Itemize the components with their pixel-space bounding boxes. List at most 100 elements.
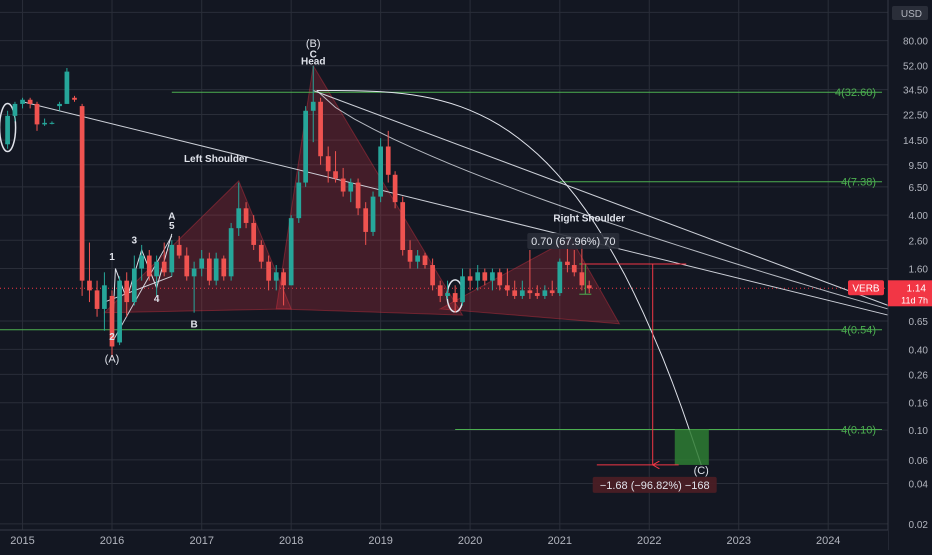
candle-body [146,255,152,277]
time-tick-label: 2022 [637,535,661,547]
wave-channel-top [111,235,173,343]
price-tick-label: 0.26 [909,370,929,381]
candle-body [154,261,159,277]
candle-body [228,228,234,277]
candle-body [445,293,450,296]
candle-body [251,222,257,245]
level-label: 4(0.10) [841,425,876,437]
projection-box [674,429,709,465]
candle-body [169,244,175,273]
time-tick-label: 2016 [100,535,124,547]
candle-body [109,295,115,347]
candle-body [340,178,346,192]
candles [5,65,709,465]
parabolic-curve [316,89,702,466]
candle-body [490,272,495,281]
measure-down-badge [592,476,717,493]
candle-body [452,293,458,303]
candle-body [392,174,398,203]
candle-body [505,285,510,291]
candle-body [94,290,100,309]
wave-label: Left Shoulder [184,154,249,165]
level-label: 4(32.60) [835,87,876,99]
price-tick-label: 0.65 [909,317,929,328]
candle-body [318,101,323,157]
measure-up-badge [527,232,620,249]
candle-body [482,272,488,281]
price-tick-label: 22.50 [903,111,928,122]
candle-body [72,97,77,100]
price-tick-label: 0.16 [909,399,929,410]
candle-body [102,285,107,309]
candle-body [310,101,316,111]
price-tick-label: 4.00 [909,211,929,222]
candle-body [281,272,286,286]
candle-body [363,208,369,232]
fib-levels: 4(32.60) 4(7.38) 4(0.54) 4(0.10) [0,87,888,437]
price-tick-label: 0.10 [909,426,929,437]
wave-label: B [191,320,198,331]
time-tick-label: 2019 [368,535,392,547]
candle-body [475,272,481,281]
candle-body [370,196,376,232]
candle-body [236,208,242,229]
candle-body [34,103,40,125]
measure-tools: 0.70 (67.96%) 70 −1.68 (−96.82%) −168 [527,232,717,493]
measure-up-label: 0.70 (67.96%) 70 [531,236,615,248]
time-tick-label: 2018 [279,535,303,547]
candle-body [288,218,294,286]
candle-body [5,115,10,145]
wave-label: Right Shoulder [553,213,625,224]
candle-body [355,182,361,209]
price-tick-label: 0.04 [909,479,929,490]
time-axis[interactable]: 2015 2016 2017 2018 2019 2020 2021 2022 2023 2024 [0,529,888,550]
candle-body [243,208,249,223]
candle-body [124,280,130,303]
wave-label: A [168,212,175,223]
candle-body [348,182,354,192]
level-label: 4(0.54) [841,325,876,337]
price-tick-label: 80.00 [903,37,928,48]
candle-body [333,171,338,179]
candle-body [12,103,18,116]
symbol-badge [848,280,884,296]
symbol-label: VERB [852,283,880,294]
price-tick-label: 2.60 [909,236,929,247]
time-tick-label: 2023 [726,535,750,547]
upper-curve [316,90,889,310]
candle-body [296,182,302,219]
price-tick-label: 6.50 [909,183,929,194]
candle-body [519,290,525,296]
time-tick-label: 2017 [189,535,213,547]
candle-body [266,261,271,281]
candle-body [42,122,47,125]
candle-body [184,255,190,277]
candle-body [542,290,548,296]
candle-body [534,293,540,296]
candle-body [422,255,428,266]
currency-label: USD [901,9,922,20]
price-tick-label: 0.02 [909,520,929,531]
candle-body [139,255,145,269]
wave-label: (A) [105,353,120,365]
wave-channel-bottom [104,275,172,303]
candle-body [87,280,92,291]
candle-body [325,156,331,172]
candle-body [79,106,85,281]
measure-down-label: −1.68 (−96.82%) −168 [600,480,710,492]
price-axis[interactable]: 130.0080.0052.0034.5022.5014.509.506.504… [848,0,932,550]
trendline-head [313,90,889,306]
trendlines [0,89,889,466]
price-tick-label: 0.40 [909,345,929,356]
time-tick-label: 2015 [10,535,34,547]
candle-body [206,258,212,281]
candle-body [176,244,182,256]
wave-label: 1 [109,252,115,263]
candle-body [258,244,264,262]
time-tick-label: 2020 [458,535,482,547]
candle-body [385,146,391,175]
candle-body [527,290,533,294]
